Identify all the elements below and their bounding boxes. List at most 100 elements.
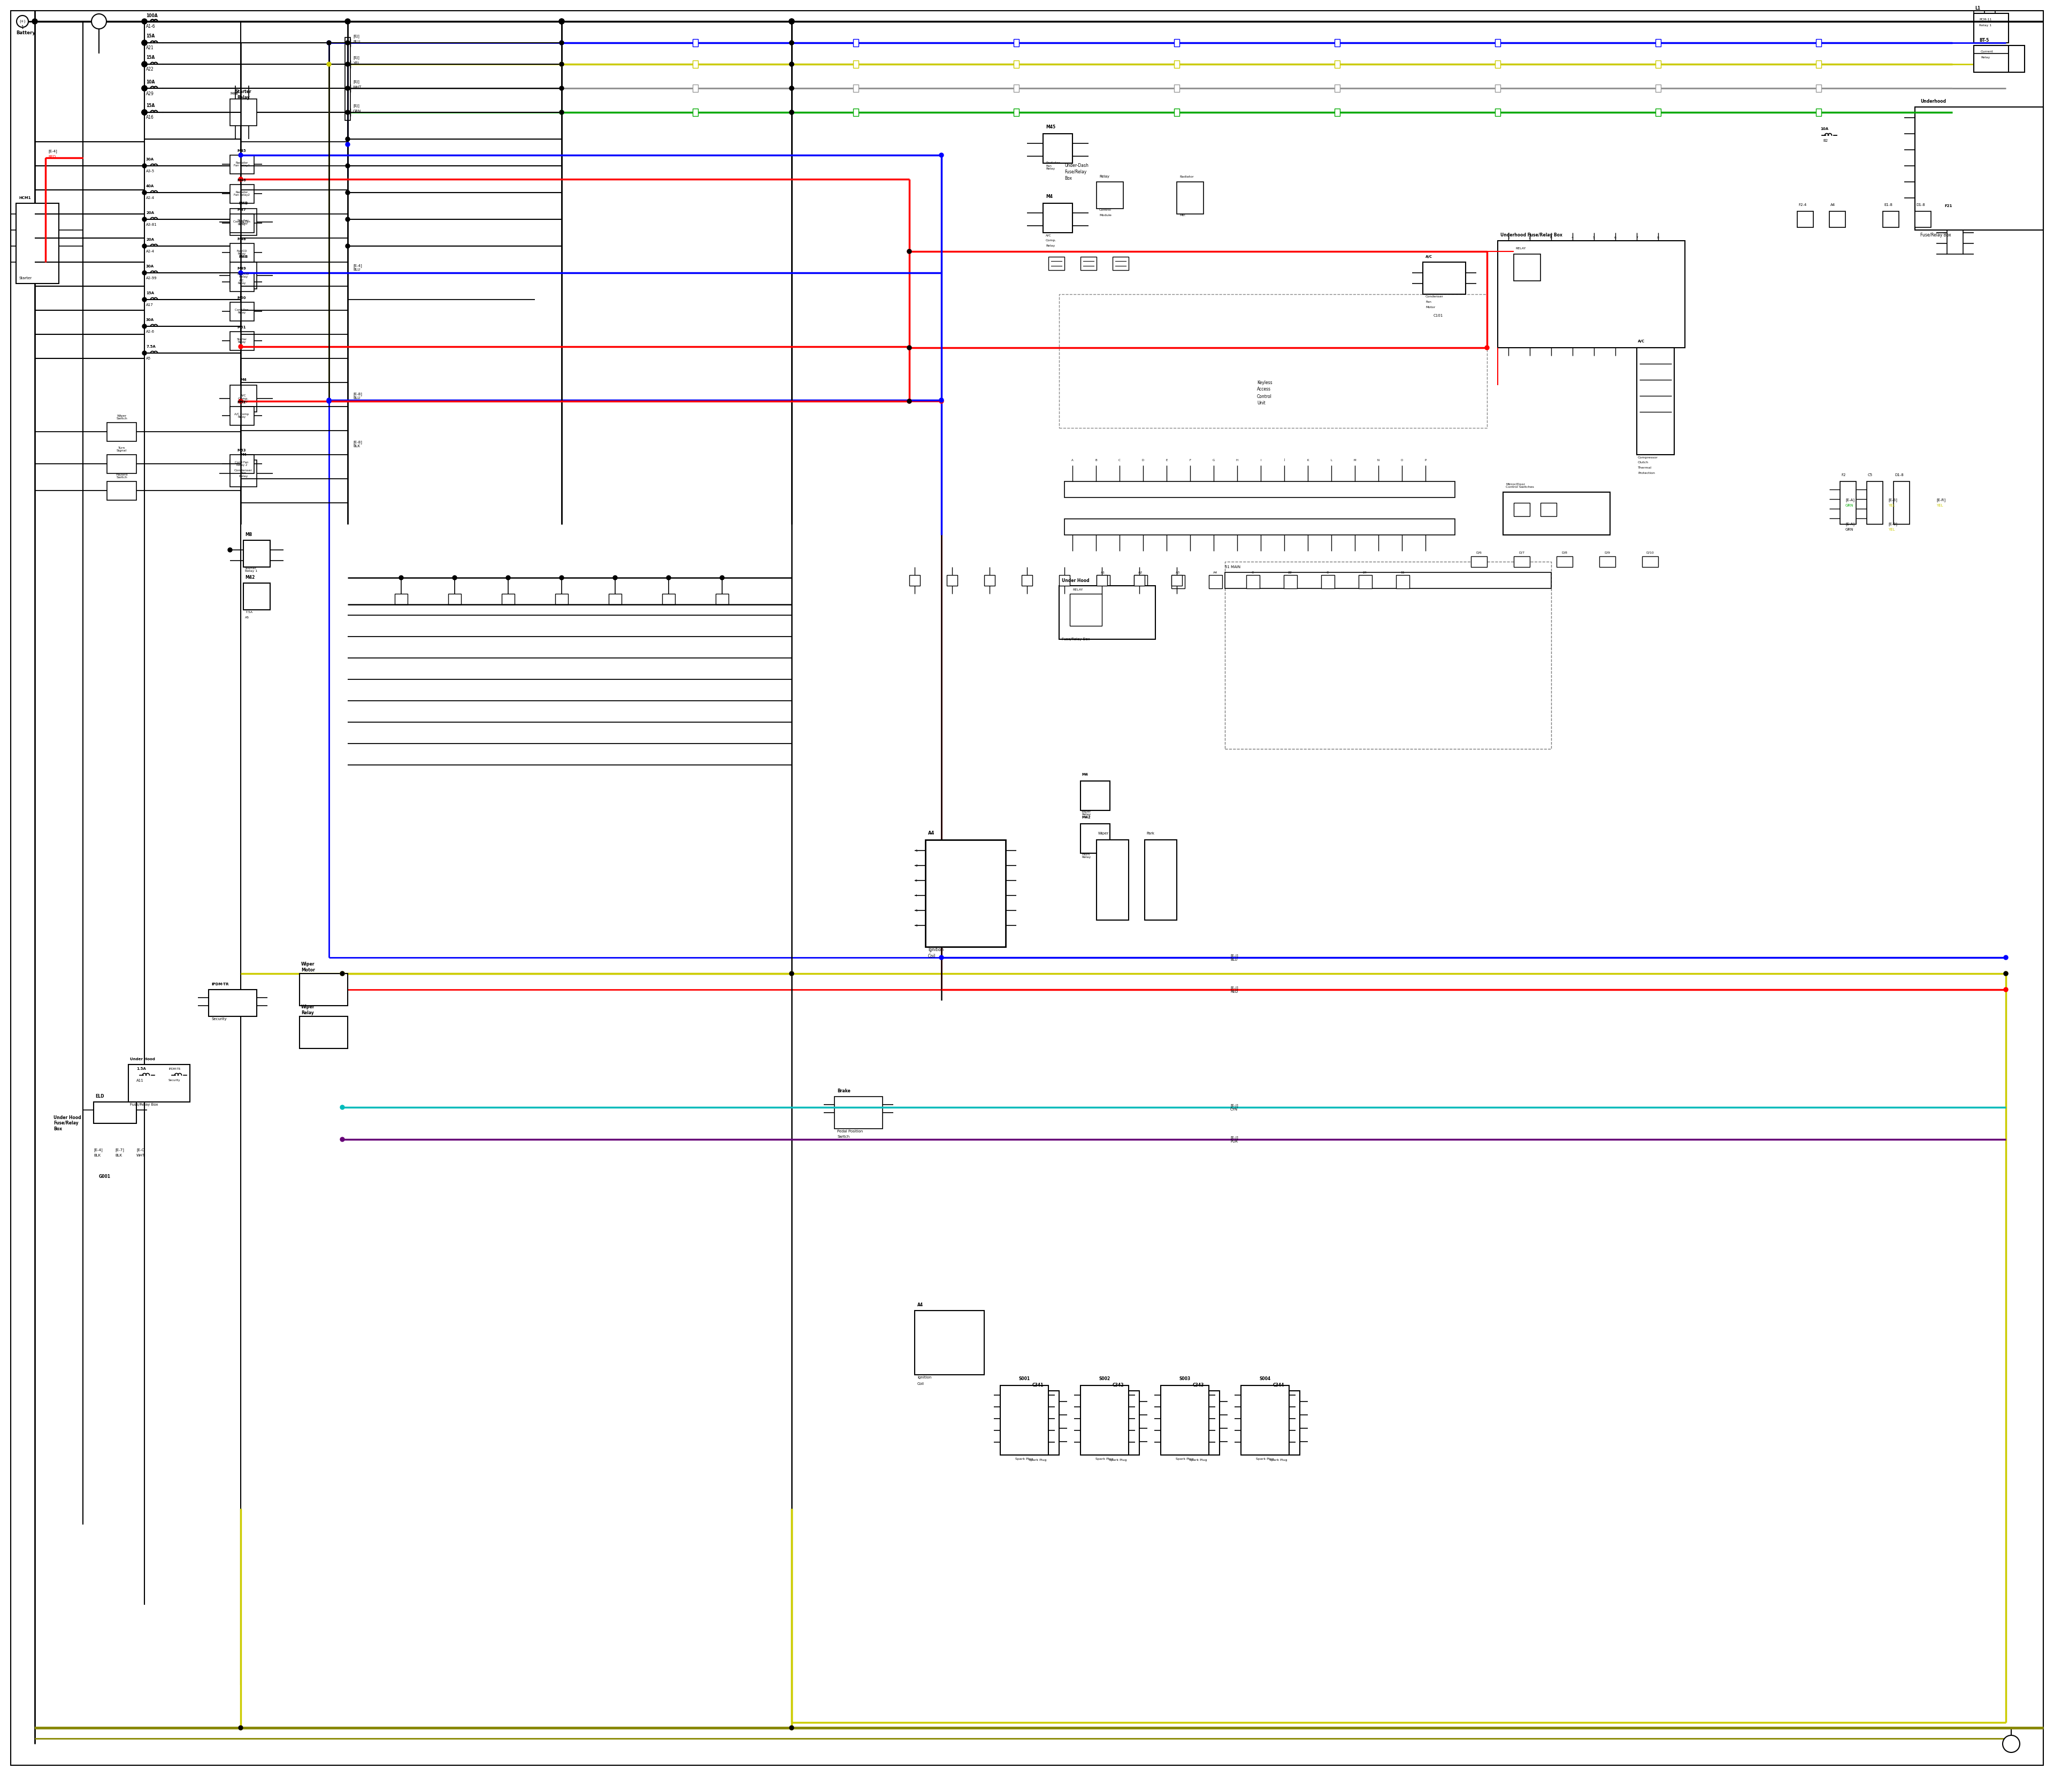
Text: Battery: Battery xyxy=(16,30,35,36)
Text: YEL: YEL xyxy=(1888,504,1896,507)
Text: M: M xyxy=(1354,459,1356,461)
Text: G: G xyxy=(1212,459,1214,461)
Bar xyxy=(230,99,257,125)
Text: 2: 2 xyxy=(1528,237,1530,238)
Text: Unit: Unit xyxy=(1257,401,1265,405)
Text: C5: C5 xyxy=(1867,473,1873,477)
Circle shape xyxy=(142,324,146,328)
Text: Spark Plug: Spark Plug xyxy=(1029,1459,1048,1462)
Text: C: C xyxy=(1251,572,1253,573)
Text: 30A: 30A xyxy=(146,158,154,161)
Circle shape xyxy=(142,61,148,66)
Text: Coil: Coil xyxy=(918,1382,924,1385)
Circle shape xyxy=(327,400,331,403)
Bar xyxy=(1637,348,1674,455)
Text: Current: Current xyxy=(1980,50,1994,54)
Bar xyxy=(1224,572,1551,588)
Text: A1-6: A1-6 xyxy=(146,25,156,29)
Circle shape xyxy=(142,271,146,274)
Text: WHT: WHT xyxy=(353,86,362,90)
Circle shape xyxy=(142,244,146,249)
Bar xyxy=(1097,840,1128,919)
Circle shape xyxy=(345,86,349,90)
Text: [E-7]: [E-7] xyxy=(115,1149,123,1152)
Text: Condenser
Fan
Relay: Condenser Fan Relay xyxy=(234,470,253,478)
Text: Fan/CD
Relay: Fan/CD Relay xyxy=(238,272,249,278)
Bar xyxy=(1914,108,2044,229)
Bar xyxy=(1080,824,1109,853)
Bar xyxy=(715,593,729,604)
Text: Under Hood: Under Hood xyxy=(129,1057,154,1061)
Text: YEL: YEL xyxy=(1937,504,1943,507)
Bar xyxy=(834,1097,883,1129)
Text: Box: Box xyxy=(1064,176,1072,181)
Text: Security: Security xyxy=(212,1018,226,1021)
Circle shape xyxy=(345,244,349,249)
Text: Starter
Relay: Starter Relay xyxy=(238,219,249,224)
Circle shape xyxy=(345,109,349,115)
Text: A/C: A/C xyxy=(1045,235,1052,237)
Bar xyxy=(107,423,136,441)
Bar xyxy=(1335,84,1339,91)
Bar xyxy=(1947,211,1964,254)
Text: Wiper
Motor: Wiper Motor xyxy=(302,962,314,973)
Circle shape xyxy=(327,398,331,401)
Bar xyxy=(1021,575,1033,586)
Circle shape xyxy=(345,18,351,23)
Circle shape xyxy=(142,86,148,91)
Text: A3-5: A3-5 xyxy=(146,170,154,172)
Bar xyxy=(242,582,271,609)
Bar xyxy=(1134,575,1144,586)
Text: N: N xyxy=(1378,459,1380,461)
Circle shape xyxy=(2005,955,2009,961)
Circle shape xyxy=(142,39,148,45)
Bar xyxy=(1423,262,1467,294)
Bar xyxy=(1064,482,1454,498)
Text: Under Hood: Under Hood xyxy=(1062,579,1089,582)
Circle shape xyxy=(908,400,912,403)
Text: A2: A2 xyxy=(1138,572,1142,573)
Text: Fuse/Relay Box: Fuse/Relay Box xyxy=(129,1104,158,1106)
Circle shape xyxy=(939,400,943,403)
Text: 3: 3 xyxy=(916,880,918,882)
Text: Wiper
Relay: Wiper Relay xyxy=(1082,810,1091,815)
Circle shape xyxy=(612,575,618,581)
Bar xyxy=(1540,504,1557,516)
Bar xyxy=(1335,61,1339,68)
Text: M50: M50 xyxy=(238,296,246,299)
Bar xyxy=(1656,109,1662,116)
Text: Starter
Relay 1: Starter Relay 1 xyxy=(244,566,257,573)
Bar xyxy=(1134,575,1148,588)
Text: M52: M52 xyxy=(238,401,246,403)
Bar xyxy=(1113,256,1128,271)
Circle shape xyxy=(908,249,912,253)
Text: M4: M4 xyxy=(1082,772,1089,776)
Text: [E-4]: [E-4] xyxy=(47,149,58,152)
Circle shape xyxy=(559,109,563,115)
Text: RELAY: RELAY xyxy=(1516,247,1526,251)
Bar xyxy=(1048,256,1064,271)
Text: M4: M4 xyxy=(240,453,246,457)
Text: 100A: 100A xyxy=(146,14,158,18)
Circle shape xyxy=(2003,1735,2019,1753)
Circle shape xyxy=(789,971,793,975)
Circle shape xyxy=(345,41,349,45)
Text: [EJ]: [EJ] xyxy=(353,104,359,108)
Bar xyxy=(1816,109,1822,116)
Text: GRN: GRN xyxy=(1844,529,1853,530)
Circle shape xyxy=(559,41,563,45)
Bar xyxy=(230,332,255,351)
Text: M4: M4 xyxy=(240,378,246,382)
Text: Cond Fan
Relay: Cond Fan Relay xyxy=(234,308,249,314)
Bar xyxy=(1070,593,1101,625)
Circle shape xyxy=(345,142,349,147)
Text: Spark Plug: Spark Plug xyxy=(1109,1459,1128,1462)
Text: ELD: ELD xyxy=(94,1095,105,1098)
Text: A4: A4 xyxy=(1214,572,1218,573)
Circle shape xyxy=(238,1726,242,1729)
Bar xyxy=(692,61,698,68)
Text: M48: M48 xyxy=(238,238,246,240)
Text: Fuse/Relay: Fuse/Relay xyxy=(1064,170,1087,174)
Circle shape xyxy=(559,63,563,66)
Circle shape xyxy=(142,163,146,168)
